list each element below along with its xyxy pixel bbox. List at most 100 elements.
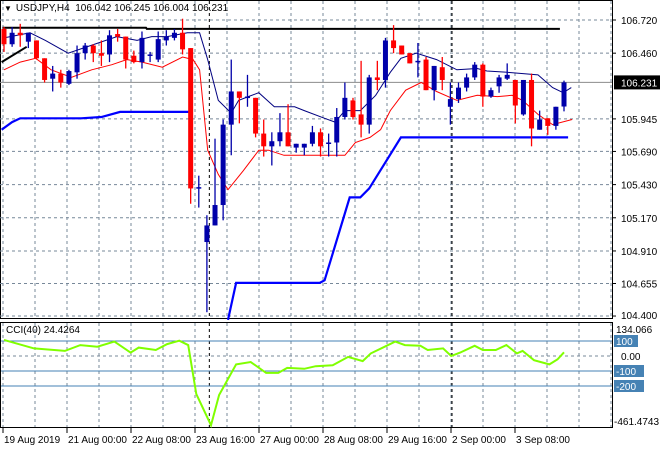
bull-candle xyxy=(496,77,502,87)
current-price-box xyxy=(614,75,660,90)
bull-candle xyxy=(342,97,348,117)
bull-candle xyxy=(139,37,145,63)
cci-line xyxy=(3,338,565,429)
bull-candle xyxy=(537,119,543,130)
cci-name: CCI(40) xyxy=(6,325,42,336)
bull-candle xyxy=(74,53,80,73)
bull-candle xyxy=(9,32,15,45)
bull-candle xyxy=(196,187,202,189)
bull-candle xyxy=(488,90,494,97)
bull-candle xyxy=(269,141,275,147)
price-tick-label: 106.460 xyxy=(621,49,658,60)
bull-candle xyxy=(171,32,177,38)
bear-candle xyxy=(180,32,186,50)
price-tick-label: 105.690 xyxy=(621,147,658,158)
bull-candle xyxy=(155,39,161,60)
bull-candle xyxy=(431,65,437,91)
bear-candle xyxy=(123,36,129,60)
bear-candle xyxy=(42,58,48,80)
resistance-line xyxy=(1,45,28,63)
bear-candle xyxy=(1,28,7,45)
bull-candle xyxy=(66,71,72,84)
time-label: 21 Aug 00:00 xyxy=(68,435,127,446)
high-value: 106.245 xyxy=(114,3,151,14)
bull-candle xyxy=(244,96,250,99)
price-tick-label: 104.400 xyxy=(621,311,658,322)
bear-candle xyxy=(58,73,64,83)
bull-candle xyxy=(277,132,283,142)
bear-candle xyxy=(285,132,291,147)
bull-candle xyxy=(228,91,234,125)
bull-candle xyxy=(301,143,307,148)
bear-candle xyxy=(188,48,194,189)
bear-candle xyxy=(90,45,96,54)
time-label: 29 Aug 16:00 xyxy=(388,435,447,446)
resistance-line xyxy=(2,26,560,30)
dropdown-triangle-icon[interactable]: ▼ xyxy=(4,4,12,13)
bull-candle xyxy=(472,64,478,78)
price-tick-label: 105.430 xyxy=(621,181,658,192)
bear-candle xyxy=(115,34,121,37)
time-label: 27 Aug 00:00 xyxy=(260,435,319,446)
cci-panel-border xyxy=(0,322,613,428)
bull-candle xyxy=(204,225,210,243)
cci-min-label: -461.4743 xyxy=(614,417,659,428)
bull-candle xyxy=(553,106,559,126)
cci-level-label: -100 xyxy=(616,367,636,378)
time-label: 22 Aug 08:00 xyxy=(132,435,191,446)
bull-candle xyxy=(147,54,153,56)
cci-level-label: 100 xyxy=(616,337,633,348)
support-line xyxy=(0,110,191,131)
close-value: 106.231 xyxy=(192,3,229,14)
bull-candle xyxy=(455,87,461,100)
price-tick-label: 104.655 xyxy=(621,279,658,290)
bull-candle xyxy=(212,205,218,226)
bear-candle xyxy=(391,40,397,49)
time-label: 28 Aug 08:00 xyxy=(324,435,383,446)
price-tick-label: 105.945 xyxy=(621,115,658,126)
bear-candle xyxy=(423,59,429,91)
bear-candle xyxy=(407,53,413,64)
bear-candle xyxy=(545,118,551,126)
bull-candle xyxy=(25,32,31,42)
bull-candle xyxy=(334,116,340,143)
bull-candle xyxy=(326,142,332,144)
price-tick-label: 106.720 xyxy=(621,16,658,27)
time-label: 19 Aug 2019 xyxy=(4,435,61,446)
bull-candle xyxy=(504,74,510,79)
bear-candle xyxy=(261,133,267,147)
bear-candle xyxy=(480,64,486,97)
bear-candle xyxy=(374,77,380,80)
bull-candle xyxy=(464,77,470,88)
bear-candle xyxy=(98,53,104,56)
cci-value: 24.4264 xyxy=(43,325,80,336)
open-value: 106.042 xyxy=(75,3,112,14)
cci-level-box xyxy=(614,335,638,347)
price-tick-label: 105.170 xyxy=(621,214,658,225)
cci-level-label: -200 xyxy=(616,382,636,393)
bull-candle xyxy=(447,99,453,107)
cci-zero-label: 0.00 xyxy=(621,352,641,363)
bull-candle xyxy=(293,143,299,148)
cci-max-label: 134.066 xyxy=(616,325,653,336)
bear-candle xyxy=(512,79,518,106)
low-value: 106.004 xyxy=(153,3,190,14)
bear-candle xyxy=(358,114,364,125)
bull-candle xyxy=(415,60,421,63)
bear-candle xyxy=(253,97,259,134)
bear-candle xyxy=(350,100,356,117)
support-line xyxy=(226,136,569,321)
bull-candle xyxy=(366,77,372,125)
bull-candle xyxy=(163,36,169,41)
time-label: 23 Aug 16:00 xyxy=(196,435,255,446)
bear-candle xyxy=(236,91,242,98)
cci-level-box xyxy=(614,365,644,377)
price-tick-label: 104.910 xyxy=(621,247,658,258)
cci-label: CCI(40) 24.4264 xyxy=(6,325,80,336)
bull-candle xyxy=(50,73,56,79)
bull-candle xyxy=(382,40,388,80)
current-price-label: 106.231 xyxy=(621,78,658,89)
bear-candle xyxy=(439,67,445,80)
bull-candle xyxy=(220,124,226,206)
